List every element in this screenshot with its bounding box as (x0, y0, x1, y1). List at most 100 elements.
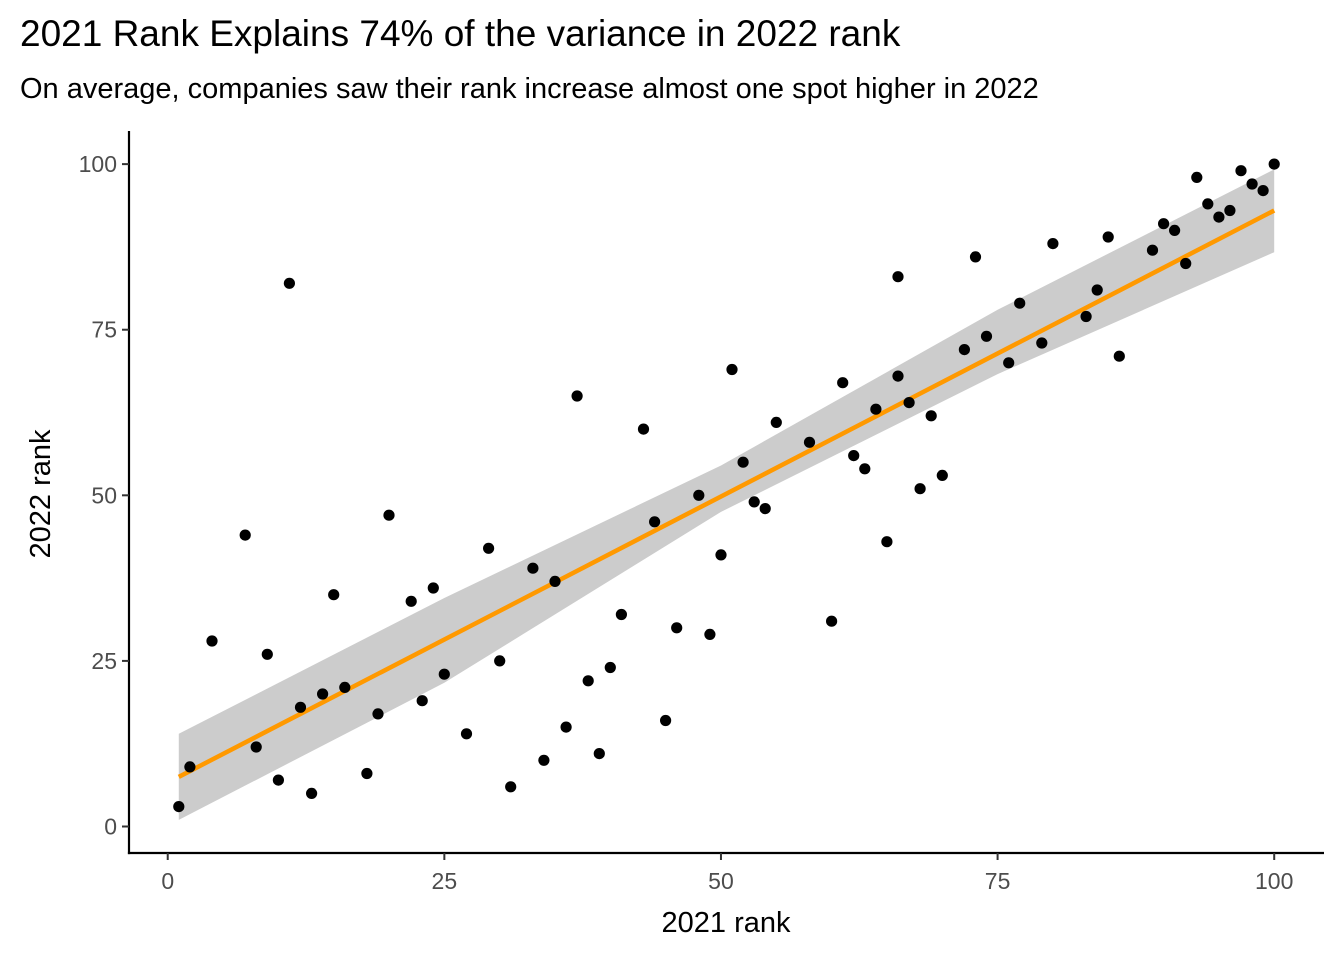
data-point (936, 469, 948, 481)
data-point (803, 436, 816, 448)
data-point (726, 363, 738, 376)
data-point (294, 701, 307, 713)
data-point (1246, 178, 1258, 190)
data-point (361, 767, 373, 780)
data-point (1235, 165, 1247, 177)
data-point (505, 781, 517, 793)
data-point (892, 370, 904, 382)
data-point (1047, 238, 1059, 250)
data-point (892, 271, 904, 283)
y-tick-label: 25 (91, 648, 117, 674)
data-point (483, 542, 495, 554)
data-point (184, 761, 196, 773)
y-tick-label: 75 (91, 317, 117, 343)
y-axis-title: 2022 rank (25, 429, 57, 558)
y-tick-label: 50 (91, 482, 117, 508)
data-point (604, 661, 616, 674)
data-point (206, 635, 218, 647)
data-point (671, 622, 683, 634)
data-point (582, 675, 594, 687)
data-point (704, 628, 716, 641)
regression-line (177, 208, 1276, 779)
data-point (748, 496, 760, 508)
data-point (615, 608, 628, 621)
x-tick-label: 100 (1255, 868, 1293, 894)
data-point (328, 589, 340, 601)
data-point (1257, 185, 1269, 197)
data-point (1102, 231, 1114, 243)
data-point (881, 536, 893, 548)
data-point (416, 695, 428, 707)
data-point (859, 463, 871, 475)
data-point (826, 615, 838, 627)
data-point (173, 801, 185, 813)
x-tick-label: 50 (708, 868, 734, 894)
data-point (272, 774, 284, 786)
data-point (837, 377, 849, 389)
data-point (1036, 337, 1048, 349)
data-point (1146, 244, 1159, 256)
x-tick-label: 25 (432, 868, 458, 894)
x-tick-label: 75 (985, 868, 1011, 894)
data-point (306, 787, 318, 800)
data-point (1180, 257, 1192, 270)
data-point (1113, 350, 1125, 362)
data-point (660, 714, 672, 727)
data-point (1224, 204, 1236, 217)
x-tick-label: 0 (161, 868, 174, 894)
data-point (770, 416, 782, 428)
data-point (925, 410, 937, 422)
data-point (527, 562, 539, 574)
data-point (438, 668, 450, 680)
data-point (914, 483, 926, 495)
data-point (1202, 198, 1214, 210)
x-axis-title: 2021 rank (662, 907, 791, 939)
data-point (1003, 357, 1015, 369)
data-point (405, 595, 417, 607)
data-point (1213, 211, 1225, 223)
regression-line-layer (177, 208, 1276, 779)
data-point (549, 575, 561, 588)
data-point (560, 721, 572, 733)
data-point (1268, 158, 1280, 170)
data-point (1191, 171, 1203, 183)
data-point (715, 549, 727, 561)
data-point (1158, 218, 1170, 230)
data-point (870, 403, 882, 415)
data-point (460, 728, 473, 740)
data-point (737, 456, 749, 468)
data-point (637, 423, 650, 435)
data-point (980, 330, 993, 342)
data-points-layer (173, 158, 1280, 813)
data-point (283, 277, 295, 289)
data-point (903, 397, 915, 409)
data-point (649, 516, 661, 528)
axes-layer: 0 25 50 75 100 0 25 50 75 100 (79, 131, 1324, 894)
data-point (593, 748, 605, 760)
data-point (261, 648, 273, 660)
data-point (239, 529, 251, 541)
data-point (317, 688, 329, 700)
data-point (759, 503, 771, 515)
data-point (1169, 224, 1181, 236)
y-tick-label: 0 (104, 814, 117, 840)
chart-subtitle: On average, companies saw their rank inc… (20, 73, 1039, 105)
data-point (969, 251, 982, 263)
data-point (339, 681, 351, 694)
data-point (250, 741, 262, 753)
data-point (1014, 297, 1026, 309)
data-point (571, 390, 583, 402)
data-point (372, 708, 384, 720)
data-point (427, 582, 439, 594)
y-tick-label: 100 (79, 151, 117, 177)
data-point (848, 450, 860, 462)
data-point (693, 489, 705, 501)
data-point (1080, 310, 1092, 323)
data-point (958, 344, 971, 356)
data-point (494, 655, 506, 667)
data-point (538, 754, 550, 766)
data-point (1091, 284, 1103, 296)
chart-title: 2021 Rank Explains 74% of the variance i… (20, 13, 901, 54)
data-point (383, 509, 395, 521)
